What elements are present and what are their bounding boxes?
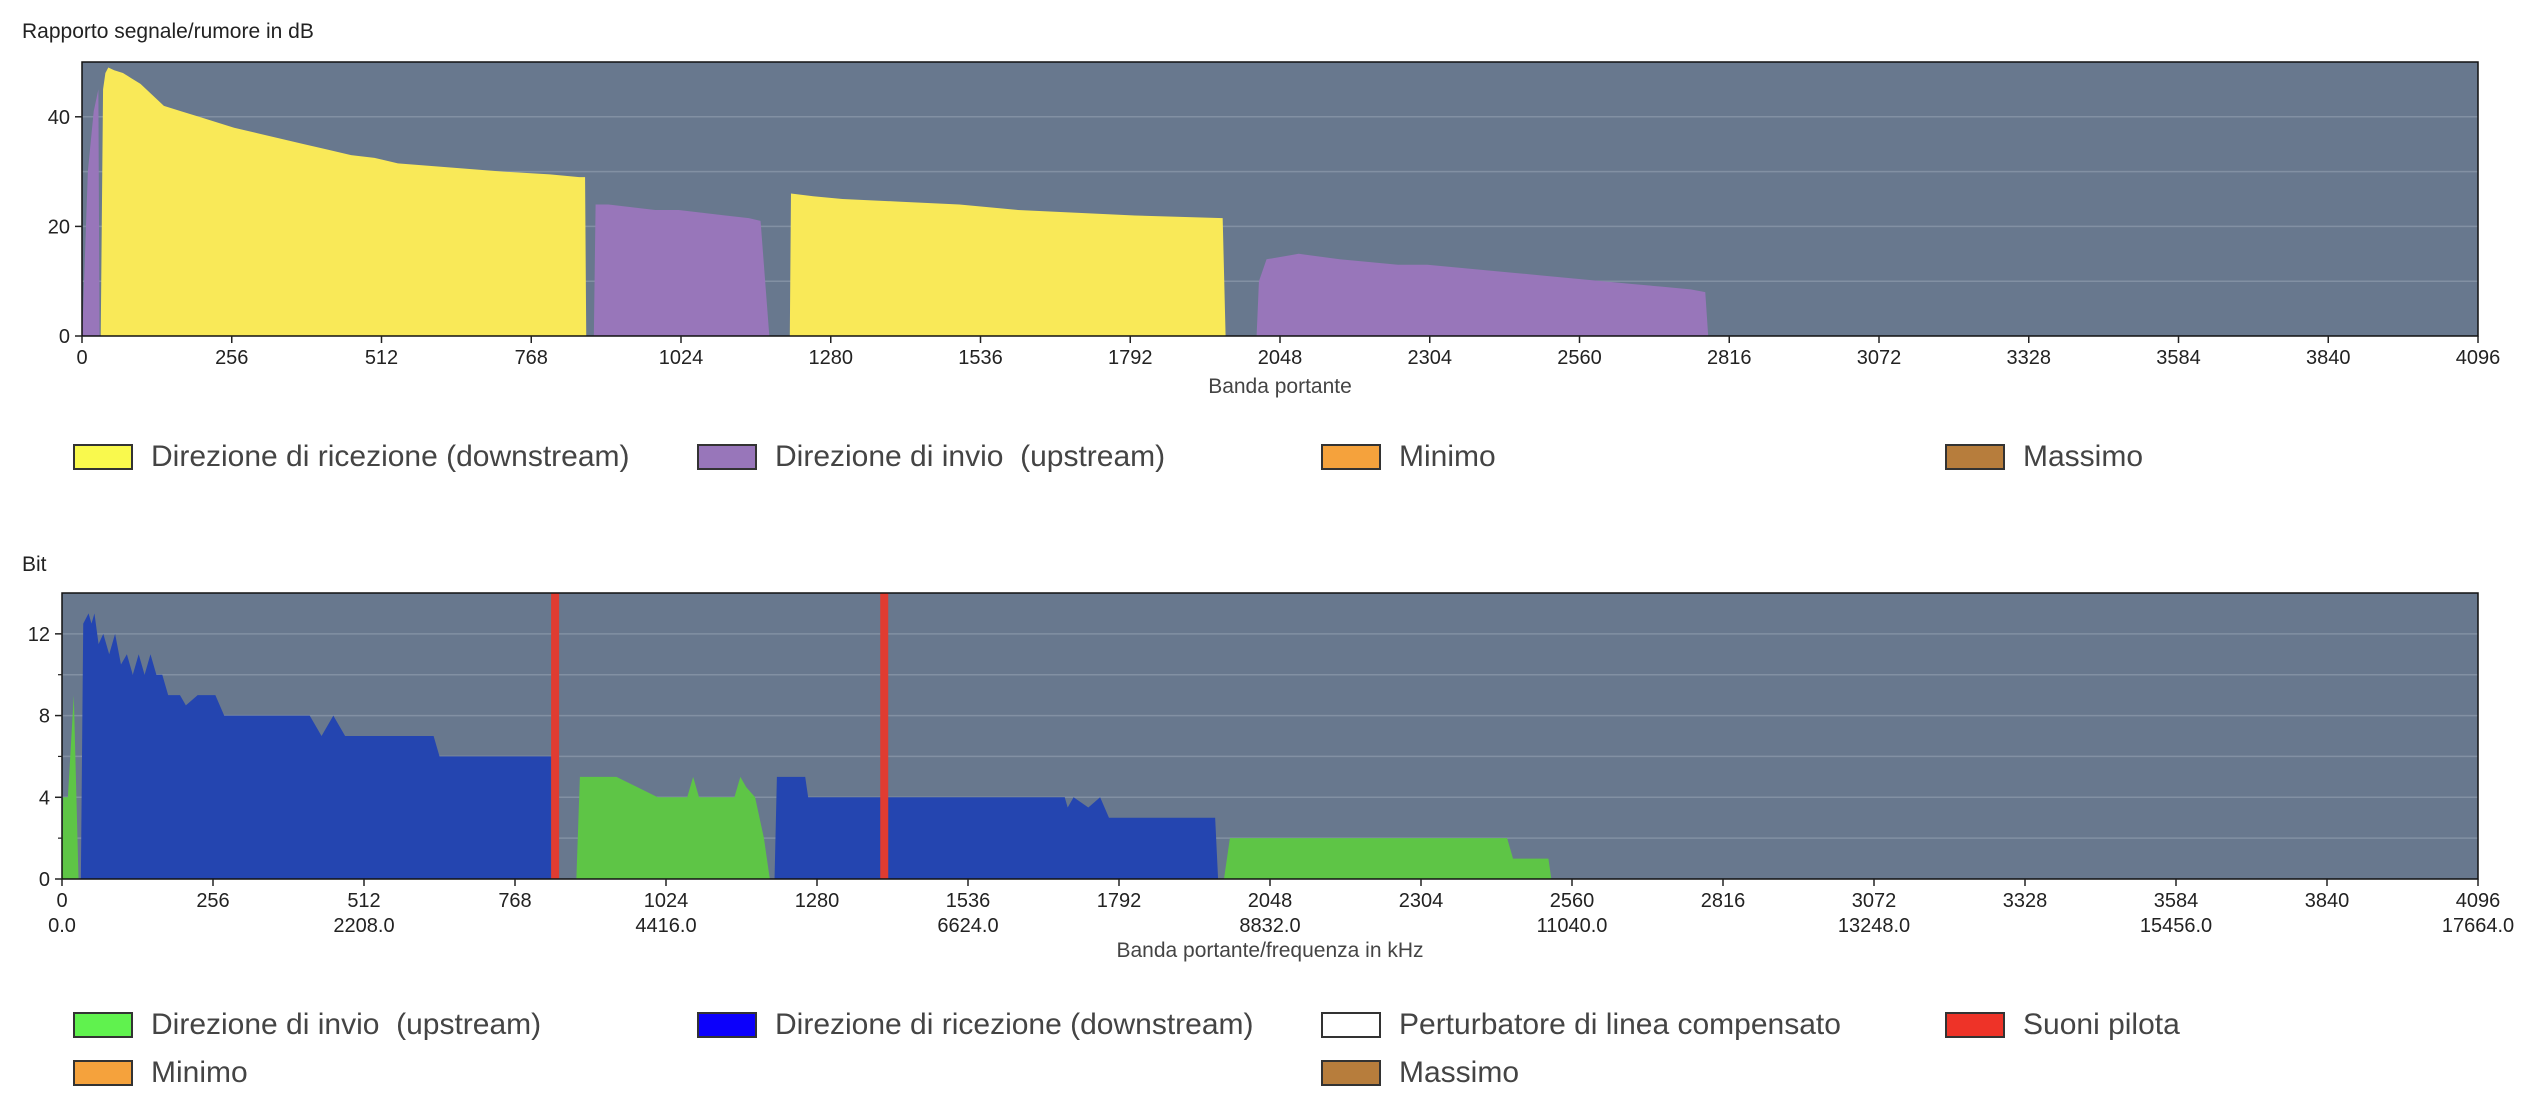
y-tick-label: 0 [39,869,50,891]
legend2-swatch-perturbatore [1321,1012,1381,1038]
x-tick-label: 768 [515,347,548,369]
x-freq-label: 0.0 [48,915,76,937]
pilot-tone-0 [551,593,560,879]
legend-item-massimo[interactable]: Massimo [1945,440,2143,474]
x-tick-label: 3584 [2156,347,2201,369]
x-tick-label: 3328 [2007,347,2052,369]
x-tick-label: 768 [498,890,531,912]
legend2-label-minimo: Minimo [151,1056,248,1089]
legend2-swatch-minimo [73,1060,133,1086]
x-freq-label: 11040.0 [1537,915,1608,937]
legend2-item-upstream[interactable]: Direzione di invio (upstream) [73,1008,541,1042]
legend2-item-perturbatore[interactable]: Perturbatore di linea compensato [1321,1008,1841,1042]
x-tick-label: 2048 [1258,347,1303,369]
legend2-swatch-upstream [73,1012,133,1038]
x-tick-label: 3072 [1857,347,1902,369]
x-freq-label: 15456.0 [2140,915,2212,937]
y-tick-label: 0 [59,326,70,348]
x-tick-label: 3584 [2154,890,2199,912]
x-tick-label: 1024 [644,890,689,912]
series-area-1-1 [80,613,1219,879]
legend2-label-massimo: Massimo [1399,1056,1520,1089]
x-tick-label: 3328 [2003,890,2048,912]
legend2-swatch-massimo [1321,1060,1381,1086]
legend-label-upstream: Direzione di invio (upstream) [775,440,1166,473]
legend-swatch-downstream [73,444,133,470]
x-tick-label: 3840 [2305,890,2350,912]
pilot-tone-1 [880,593,889,879]
legend-item-downstream[interactable]: Direzione di ricezione (downstream) [73,440,630,474]
series-area-1-0 [62,695,1552,879]
x-tick-label: 1024 [659,347,704,369]
x-tick-label: 2304 [1399,890,1444,912]
x-tick-label: 4096 [2456,347,2501,369]
legend2-label-upstream: Direzione di invio (upstream) [151,1008,542,1041]
chart2-ylabel: Bit [22,553,47,576]
x-tick-label: 1280 [795,890,840,912]
x-axis-title: Banda portante [1208,375,1352,398]
x-tick-label: 2048 [1248,890,1293,912]
x-freq-label: 6624.0 [937,915,998,937]
legend-label-downstream: Direzione di ricezione (downstream) [151,440,630,473]
y-tick-label: 12 [28,624,50,646]
legend-item-upstream[interactable]: Direzione di invio (upstream) [697,440,1165,474]
legend-swatch-upstream [697,444,757,470]
legend2-label-suoni-pilota: Suoni pilota [2023,1008,2180,1041]
x-freq-label: 8832.0 [1239,915,1300,937]
x-tick-label: 4096 [2456,890,2501,912]
y-tick-label: 40 [48,107,70,129]
legend2-label-downstream: Direzione di ricezione (downstream) [775,1008,1254,1041]
x-freq-label: 17664.0 [2442,915,2514,937]
series-area-0-1 [100,67,1226,336]
legend-label-massimo: Massimo [2023,440,2144,473]
x-tick-label: 1280 [809,347,854,369]
legend2-swatch-suoni-pilota [1945,1012,2005,1038]
legend-item-minimo[interactable]: Minimo [1321,440,1496,474]
x-tick-label: 2560 [1550,890,1595,912]
x-axis-title: Banda portante/frequenza in kHz [1116,939,1423,962]
series-area-0-0 [82,89,1709,337]
x-tick-label: 512 [365,347,398,369]
x-tick-label: 2560 [1557,347,1602,369]
x-freq-label: 2208.0 [333,915,394,937]
x-tick-label: 2304 [1408,347,1453,369]
x-tick-label: 1536 [946,890,991,912]
legend-swatch-massimo [1945,444,2005,470]
x-freq-label: 13248.0 [1838,915,1910,937]
x-tick-label: 1792 [1097,890,1142,912]
x-tick-label: 1536 [958,347,1003,369]
x-tick-label: 3072 [1852,890,1897,912]
x-tick-label: 1792 [1108,347,1153,369]
x-tick-label: 512 [347,890,380,912]
x-tick-label: 2816 [1701,890,1746,912]
legend2-item-minimo[interactable]: Minimo [73,1056,248,1090]
x-tick-label: 0 [76,347,87,369]
legend2-item-suoni-pilota[interactable]: Suoni pilota [1945,1008,2180,1042]
snr-chart: 0 20 40 0 256 512 768 1024 1280 1536 1792 2048 2304 2… [48,61,2501,398]
legend2-item-downstream[interactable]: Direzione di ricezione (downstream) [697,1008,1254,1042]
x-tick-label: 2816 [1707,347,1752,369]
y-tick-label: 8 [39,706,50,728]
x-tick-label: 3840 [2306,347,2351,369]
legend2-swatch-downstream [697,1012,757,1038]
y-tick-label: 20 [48,216,70,238]
legend-label-minimo: Minimo [1399,440,1496,473]
chart1-ylabel: Rapporto segnale/rumore in dB [22,20,314,43]
legend2-label-perturbatore: Perturbatore di linea compensato [1399,1008,1841,1041]
x-freq-label: 4416.0 [635,915,696,937]
legend-swatch-minimo [1321,444,1381,470]
x-tick-label: 256 [196,890,229,912]
x-tick-label: 256 [215,347,248,369]
y-tick-label: 4 [39,787,50,809]
x-tick-label: 0 [56,890,67,912]
legend2-item-massimo[interactable]: Massimo [1321,1056,1519,1090]
bit-chart: 0 4 8 12 0 0.0 256 512 2208.0 768 1024 4416.0 1280 15… [28,592,2514,962]
